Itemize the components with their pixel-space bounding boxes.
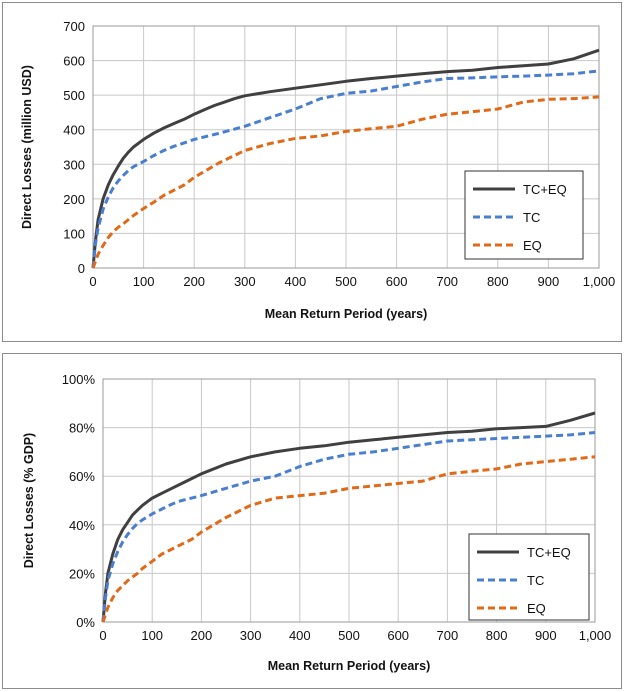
series-line-tc: [101, 431, 596, 623]
x-tick-label: 700: [436, 274, 458, 289]
y-tick-label: 500: [63, 88, 85, 103]
x-tick-label: 500: [338, 628, 360, 643]
legend: [468, 533, 590, 621]
y-tick-label: 0%: [76, 615, 95, 630]
x-tick-label: 200: [191, 628, 213, 643]
x-tick-label: 300: [240, 628, 262, 643]
series-line-tc: [91, 69, 600, 269]
y-tick-label: 300: [63, 157, 85, 172]
y-tick-label: 100%: [62, 372, 96, 387]
plot-area: [92, 25, 600, 269]
x-tick-label: 400: [285, 274, 307, 289]
x-axis-title: Mean Return Period (years): [265, 307, 428, 321]
x-tick-label: 600: [386, 274, 408, 289]
x-tick-label: 800: [487, 274, 509, 289]
x-tick-label: 1,000: [579, 628, 612, 643]
x-tick-label: 0: [99, 628, 106, 643]
x-tick-label: 300: [234, 274, 256, 289]
y-axis-title: Direct Losses (million USD): [20, 65, 34, 229]
legend-label: EQ: [523, 238, 542, 253]
legend-label: TC: [527, 573, 544, 588]
chart-losses-usd: 0 100 200 300 400 500 600 700 800 900 1,000 0 100 200…: [20, 19, 616, 321]
y-tick-label: 80%: [69, 421, 95, 436]
y-tick-label: 600: [63, 54, 85, 69]
chart-losses-gdp: 0 100 200 300 400 500 600 700 800 900 1,000 0% 20% 40…: [22, 372, 612, 673]
legend-label: TC+EQ: [527, 545, 571, 560]
y-tick-label: 60%: [69, 469, 95, 484]
x-tick-label: 600: [387, 628, 409, 643]
legend-label: TC: [523, 210, 540, 225]
y-tick-label: 400: [63, 123, 85, 138]
y-tick-label: 200: [63, 192, 85, 207]
x-tick-label: 900: [538, 274, 560, 289]
chart-panel-losses-gdp: 0 100 200 300 400 500 600 700 800 900 1,000 0% 20% 40…: [2, 353, 622, 689]
x-tick-label: 500: [335, 274, 357, 289]
series-line-eq: [91, 95, 600, 269]
y-axis-title: Direct Losses (% GDP): [22, 433, 36, 568]
x-axis-title: Mean Return Period (years): [268, 659, 431, 673]
x-tick-label: 100: [141, 628, 163, 643]
x-tick-label: 400: [289, 628, 311, 643]
y-tick-label: 100: [63, 226, 85, 241]
series-line-eq: [101, 455, 596, 623]
x-tick-label: 100: [133, 274, 155, 289]
x-tick-label: 900: [535, 628, 557, 643]
y-tick-label: 40%: [69, 518, 95, 533]
y-tick-label: 20%: [69, 566, 95, 581]
plot-area: [102, 378, 596, 623]
chart-panel-losses-usd: 0 100 200 300 400 500 600 700 800 900 1,000 0 100 200…: [2, 2, 622, 342]
legend-label: EQ: [527, 601, 546, 616]
series-line-tc-eq: [91, 48, 600, 269]
x-tick-label: 1,000: [583, 274, 616, 289]
x-tick-label: 0: [89, 274, 96, 289]
x-tick-label: 200: [183, 274, 205, 289]
x-tick-label: 800: [486, 628, 508, 643]
series-line-tc-eq: [101, 411, 596, 623]
y-tick-label: 0: [78, 261, 85, 276]
x-tick-label: 700: [437, 628, 459, 643]
legend-label: TC+EQ: [523, 182, 567, 197]
y-tick-label: 700: [63, 19, 85, 34]
